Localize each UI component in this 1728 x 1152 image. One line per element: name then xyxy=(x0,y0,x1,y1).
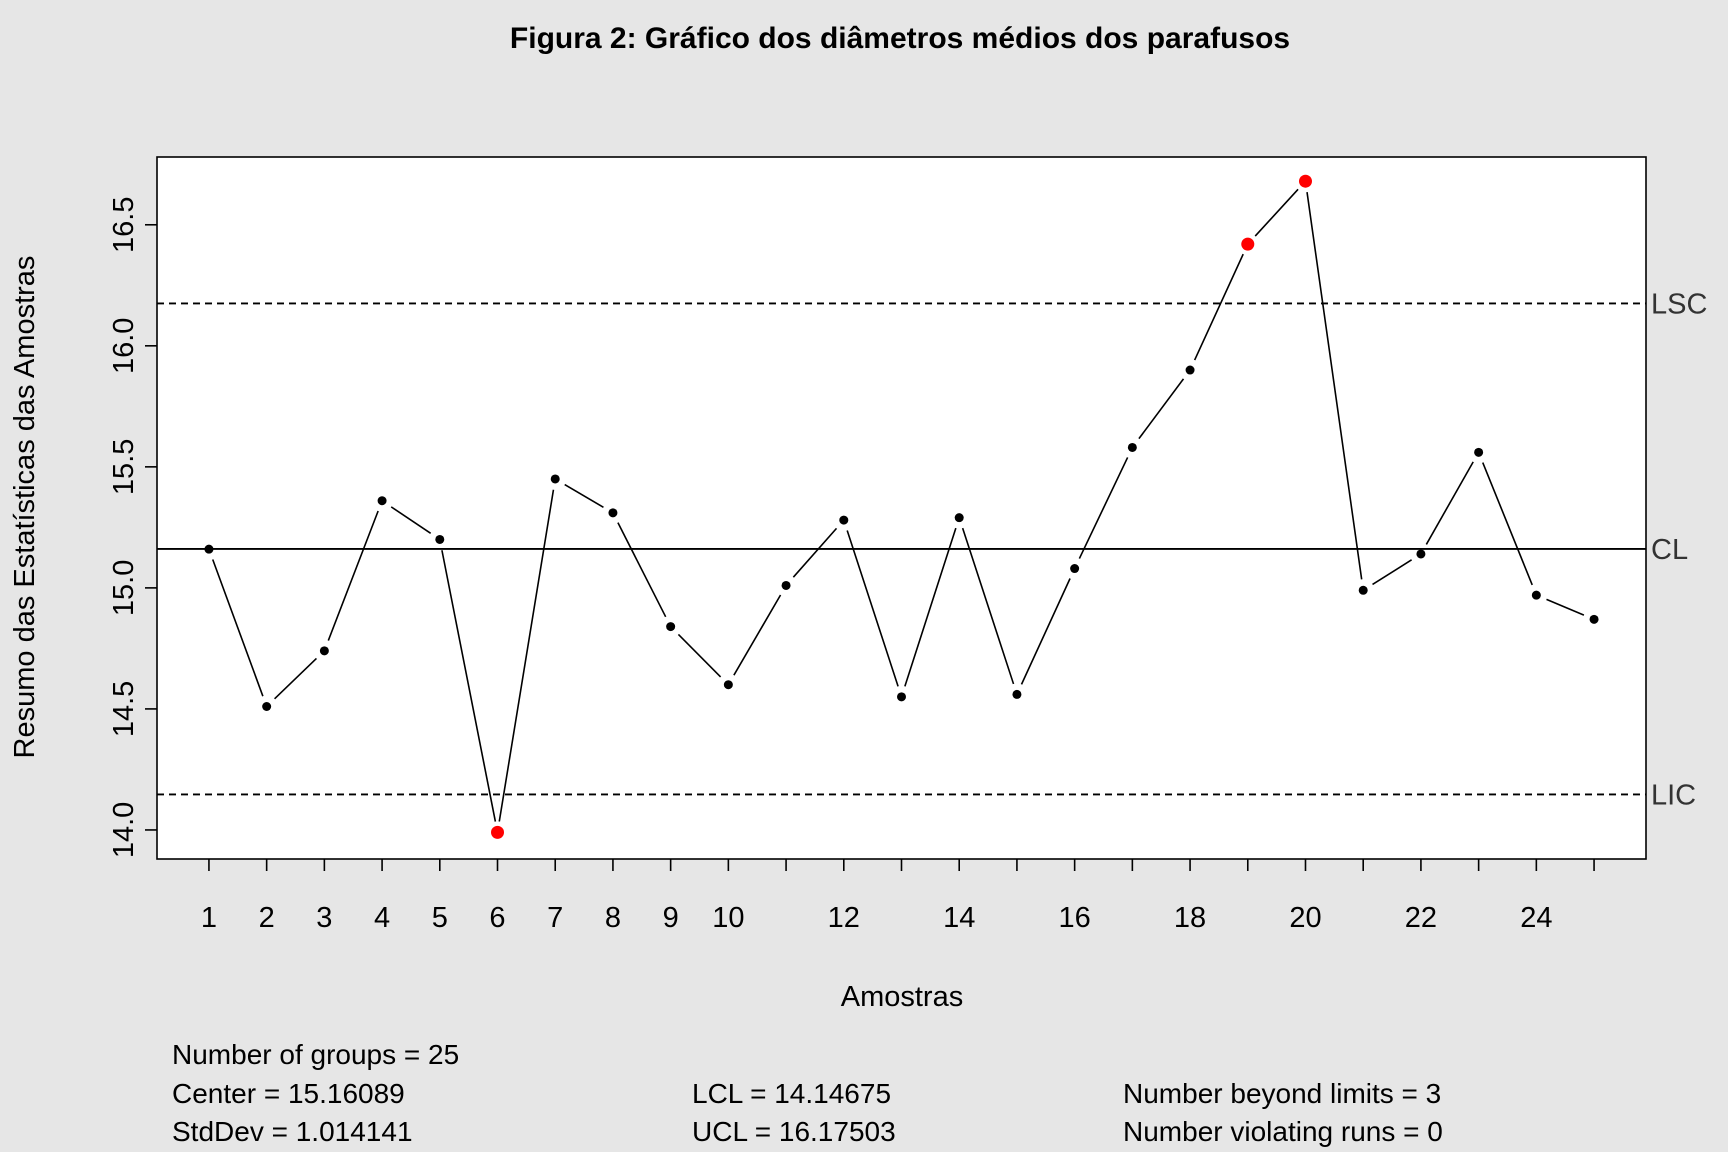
data-point xyxy=(897,692,906,702)
data-point xyxy=(1185,365,1195,375)
data-point xyxy=(1358,585,1368,595)
y-tick-label: 15.5 xyxy=(108,439,140,495)
plot-frame xyxy=(156,156,1647,860)
stat-lcl: LCL = 14.14675 xyxy=(692,1078,892,1109)
plot-area xyxy=(157,157,1646,859)
x-tick-label: 18 xyxy=(1174,902,1206,934)
y-tick-label: 15.0 xyxy=(108,560,140,616)
chart-title: Figura 2: Gráfico dos diâmetros médios d… xyxy=(510,22,1290,55)
data-point xyxy=(723,680,733,690)
data-point xyxy=(1127,442,1137,452)
series-segment xyxy=(498,489,555,822)
series-segment xyxy=(1078,457,1129,559)
series-segment xyxy=(211,559,264,697)
x-axis-label: Amostras xyxy=(841,981,963,1013)
x-tick-label: 14 xyxy=(943,902,975,934)
x-tick-label: 7 xyxy=(547,902,563,934)
y-tick-label: 16.5 xyxy=(108,197,140,253)
data-point xyxy=(1531,590,1541,600)
stat-groups: Number of groups = 25 xyxy=(172,1039,460,1070)
x-tick-label: 8 xyxy=(605,902,621,934)
data-point xyxy=(550,474,560,484)
data-point-beyond-limits xyxy=(1241,237,1255,251)
x-tick-label: 22 xyxy=(1405,902,1437,934)
series-segment xyxy=(1138,378,1185,440)
series-segment xyxy=(792,527,838,578)
x-tick-label: 9 xyxy=(663,902,679,934)
series-segment xyxy=(1425,461,1474,545)
x-tick-label: 12 xyxy=(828,902,860,934)
data-point xyxy=(1474,447,1484,457)
data-point xyxy=(666,622,676,632)
x-tick-label: 2 xyxy=(259,902,275,934)
data-point xyxy=(1012,689,1022,699)
series-segment xyxy=(1546,598,1585,616)
x-tick-label: 5 xyxy=(432,902,448,934)
x-tick-label: 24 xyxy=(1520,902,1552,934)
series-segment xyxy=(274,657,318,700)
series-segment xyxy=(564,483,604,508)
control-line-label-cl: CL xyxy=(1651,534,1688,566)
series-segment xyxy=(677,633,722,678)
x-tick-label: 4 xyxy=(374,902,390,934)
series-segment xyxy=(1254,188,1299,237)
series-segment xyxy=(1372,559,1413,586)
series-segment xyxy=(441,550,497,822)
data-point-beyond-limits xyxy=(1298,174,1312,188)
x-tick-label: 1 xyxy=(201,902,217,934)
data-point xyxy=(954,513,964,523)
data-point xyxy=(262,701,272,711)
x-tick-label: 6 xyxy=(489,902,505,934)
data-point xyxy=(204,544,214,554)
series-segment xyxy=(327,510,379,641)
x-tick-label: 3 xyxy=(316,902,332,934)
series-segment xyxy=(733,594,782,676)
data-point xyxy=(1416,549,1426,559)
data-point xyxy=(839,515,849,525)
x-tick-label: 10 xyxy=(712,902,744,934)
data-point xyxy=(435,534,445,544)
data-point xyxy=(1589,614,1599,624)
stat-ucl: UCL = 16.17503 xyxy=(692,1116,896,1147)
data-point xyxy=(319,646,329,656)
x-tick-label: 16 xyxy=(1059,902,1091,934)
series-segment xyxy=(617,522,667,618)
data-point xyxy=(1070,564,1080,574)
y-tick-label: 16.0 xyxy=(108,318,140,374)
series-segment xyxy=(1020,578,1071,685)
data-point xyxy=(781,580,791,590)
series-segment xyxy=(1482,462,1533,586)
y-tick-label: 14.5 xyxy=(108,681,140,737)
y-axis-label: Resumo das Estatísticas das Amostras xyxy=(9,256,41,759)
series-segment xyxy=(390,506,432,535)
series-segment xyxy=(961,527,1015,685)
series-segment xyxy=(846,530,899,687)
stat-center: Center = 15.16089 xyxy=(172,1078,405,1109)
stat-stddev: StdDev = 1.014141 xyxy=(172,1116,413,1147)
series-segment xyxy=(904,527,957,687)
data-point xyxy=(377,496,387,506)
control-line-label-lic: LIC xyxy=(1651,779,1696,811)
stat-beyond-limits: Number beyond limits = 3 xyxy=(1123,1078,1442,1109)
y-tick-label: 14.0 xyxy=(108,802,140,858)
series-segment xyxy=(1306,191,1363,580)
x-tick-label: 20 xyxy=(1289,902,1321,934)
stat-violating-runs: Number violating runs = 0 xyxy=(1123,1116,1443,1147)
data-point xyxy=(608,508,618,518)
series-segment xyxy=(1193,253,1244,361)
data-point-beyond-limits xyxy=(491,825,505,839)
control-line-label-lsc: LSC xyxy=(1651,288,1707,320)
